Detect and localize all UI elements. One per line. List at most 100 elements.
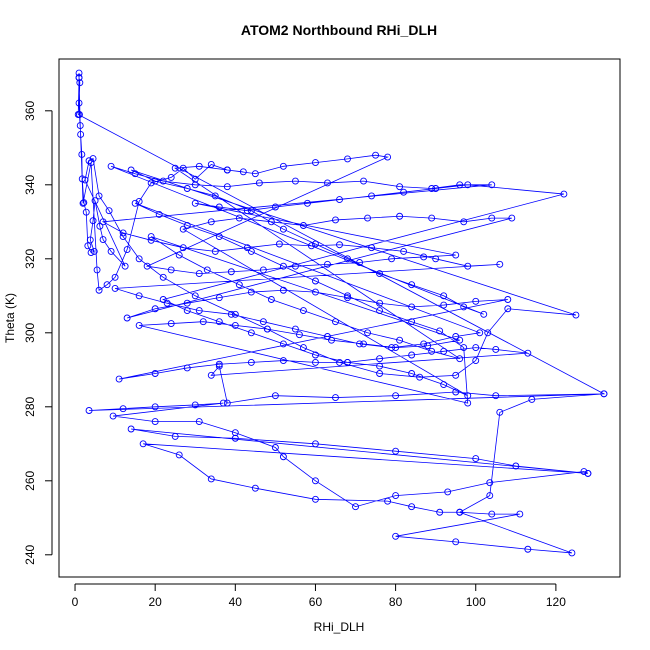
data-point (271, 203, 279, 211)
data-point (332, 216, 339, 224)
data-point (175, 451, 183, 459)
data-point (195, 270, 203, 278)
data-point (151, 177, 159, 185)
data-point (79, 199, 87, 207)
data-point (456, 336, 464, 344)
y-axis: 240 260 280 300 320 340 360 (23, 100, 53, 565)
data-point (492, 392, 500, 400)
data-point (86, 236, 94, 244)
data-point (504, 305, 512, 313)
data-point (484, 329, 492, 337)
data-point (460, 218, 468, 226)
data-point (78, 151, 86, 158)
data-point (472, 344, 480, 352)
data-point (524, 349, 532, 357)
data-point (203, 266, 211, 274)
data-point (452, 333, 460, 340)
data-point (109, 412, 117, 420)
data-point (486, 479, 494, 487)
data-point (131, 170, 139, 178)
data-point (103, 281, 111, 289)
data-point (408, 351, 416, 359)
data-point (231, 429, 239, 437)
data-point (528, 395, 536, 403)
data-point (432, 255, 440, 263)
data-point (344, 358, 351, 366)
data-point (155, 210, 163, 218)
data-point (75, 74, 83, 81)
data-point (279, 286, 287, 294)
data-point (436, 327, 444, 335)
data-point (179, 225, 187, 233)
data-point (452, 388, 460, 396)
data-point (456, 355, 464, 363)
data-point (207, 371, 215, 379)
data-point (167, 320, 175, 327)
data-point (251, 170, 259, 178)
x-axis-label: RHi_DLH (314, 620, 365, 634)
y-axis-label: Theta (K) (3, 293, 17, 343)
data-point (191, 175, 199, 183)
data-point (496, 408, 504, 416)
data-point (80, 199, 88, 207)
data-point (408, 318, 416, 326)
data-point (279, 225, 287, 233)
y-tick-label: 260 (23, 470, 37, 490)
data-point (171, 432, 179, 440)
data-point (191, 292, 199, 300)
data-point (291, 262, 299, 270)
data-point (496, 260, 504, 268)
data-point (464, 262, 472, 270)
data-point (179, 244, 187, 252)
data-point (84, 242, 92, 250)
data-point (328, 336, 335, 344)
data-point (171, 164, 179, 172)
data-point (115, 375, 123, 383)
data-point (183, 185, 191, 192)
data-point (119, 229, 127, 237)
data-point (99, 218, 107, 226)
chart-title: ATOM2 Northbound RHi_DLH (241, 22, 437, 38)
data-point (199, 318, 207, 326)
data-point (488, 214, 496, 222)
data-point (111, 273, 119, 281)
data-point (376, 355, 384, 363)
data-point (247, 288, 255, 296)
data-point (251, 484, 259, 492)
data-point (424, 342, 432, 350)
data-point (452, 371, 460, 379)
data-point (127, 425, 135, 433)
data-point (392, 532, 400, 540)
data-point (87, 159, 95, 167)
data-point (368, 192, 376, 200)
data-point (231, 310, 239, 318)
data-point (279, 340, 287, 348)
data-point (207, 160, 215, 168)
data-point (183, 222, 191, 229)
data-point (119, 233, 127, 241)
data-point (360, 340, 367, 348)
data-point (408, 503, 416, 511)
data-point (388, 255, 396, 263)
data-point (472, 455, 480, 463)
data-point (392, 344, 400, 352)
data-point (159, 177, 167, 185)
data-point (85, 157, 93, 165)
data-point (392, 447, 400, 455)
data-point (107, 162, 115, 170)
data-point (121, 262, 129, 270)
data-point (332, 318, 339, 326)
data-point (235, 281, 243, 289)
data-point (159, 296, 167, 303)
data-point (183, 299, 191, 307)
data-point (480, 310, 488, 318)
data-point (127, 166, 135, 174)
data-point (81, 176, 89, 184)
y-tick-label: 360 (23, 100, 37, 120)
data-point (175, 251, 183, 259)
data-point (183, 364, 191, 372)
data-point (486, 492, 494, 500)
data-point (211, 192, 219, 200)
data-point (356, 340, 363, 348)
